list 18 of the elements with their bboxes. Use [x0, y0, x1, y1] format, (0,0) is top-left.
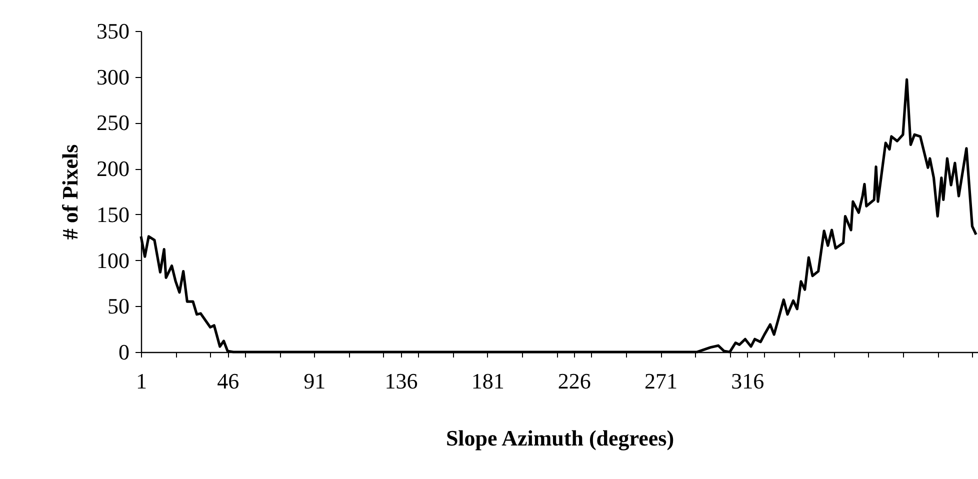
y-tick-label: 100	[96, 248, 130, 273]
x-axis-title: Slope Azimuth (degrees)	[446, 426, 674, 450]
x-tick-label: 46	[217, 368, 240, 394]
x-tick-label: 271	[644, 368, 678, 394]
y-tick-label: 300	[96, 64, 130, 90]
y-tick-label: 0	[118, 340, 130, 364]
x-tick-label: 91	[304, 368, 326, 394]
x-tick-label: 226	[558, 368, 591, 394]
x-tick-label: 316	[731, 368, 764, 394]
y-axis-title: # of Pixels	[58, 144, 82, 240]
y-tick-label: 350	[96, 18, 130, 44]
x-tick-label: 136	[384, 368, 418, 394]
x-tick-label: 181	[471, 368, 504, 394]
y-tick-label: 200	[96, 156, 130, 182]
x-tick-label: 1	[136, 368, 147, 394]
y-tick-label: 50	[108, 294, 130, 319]
y-tick-label: 150	[96, 202, 130, 227]
y-tick-label: 250	[96, 110, 130, 136]
